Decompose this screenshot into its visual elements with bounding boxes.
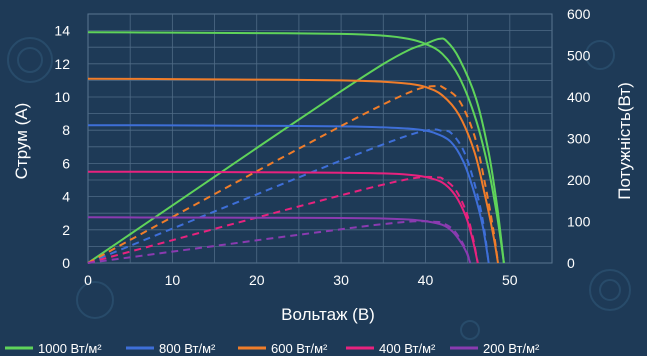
plot-border (87, 13, 553, 264)
decor-circle (7, 37, 53, 83)
power-line (87, 37, 505, 264)
y-axis-left-title: Струм (А) (12, 103, 31, 180)
legend-label: 400 Вт/м² (379, 341, 436, 356)
y-right-tick-label: 600 (567, 6, 591, 22)
x-tick-label: 30 (333, 272, 349, 288)
current-line (87, 216, 472, 264)
legend-label: 600 Вт/м² (271, 341, 328, 356)
legend-label: 1000 Вт/м² (38, 341, 102, 356)
decor-circle (460, 320, 480, 340)
background-decoration (7, 37, 631, 340)
current-line (87, 31, 505, 264)
power-line (87, 175, 479, 264)
power-line (87, 128, 490, 264)
legend-label: 200 Вт/м² (483, 341, 540, 356)
decor-circle (599, 279, 621, 301)
current-line (87, 170, 479, 264)
x-tick-label: 20 (249, 272, 265, 288)
x-axis-title: Вольтаж (В) (281, 305, 375, 324)
y-right-tick-label: 400 (567, 89, 591, 105)
y-left-tick-label: 8 (62, 122, 70, 138)
y-left-tick-label: 4 (62, 189, 70, 205)
y-left-tick-label: 2 (62, 222, 70, 238)
y-left-tick-label: 6 (62, 155, 70, 171)
decor-circle (585, 40, 615, 70)
x-tick-label: 0 (84, 272, 92, 288)
y-right-tick-label: 100 (567, 214, 591, 230)
power-line (87, 220, 472, 264)
y-right-tick-label: 0 (567, 255, 575, 271)
y-right-tick-label: 300 (567, 131, 591, 147)
y-left-tick-label: 12 (54, 56, 70, 72)
decor-circle (76, 281, 114, 319)
tick-labels: 0 10 20 30 40 5002468101214010020030040050060… (54, 6, 590, 288)
y-right-tick-label: 500 (567, 48, 591, 64)
y-left-tick-label: 14 (54, 23, 70, 39)
legend: 1000 Вт/м² 800 Вт/м² 600 Вт/м² 400 Вт/м² 200… (5, 341, 540, 356)
y-right-tick-label: 200 (567, 172, 591, 188)
plot-lines (87, 31, 505, 264)
current-line (87, 77, 499, 264)
x-tick-label: 10 (165, 272, 181, 288)
x-tick-label: 40 (418, 272, 434, 288)
y-left-tick-label: 0 (62, 255, 70, 271)
legend-label: 800 Вт/м² (159, 341, 216, 356)
current-line (87, 124, 490, 264)
x-tick-label: 50 (502, 272, 518, 288)
decor-circle (17, 47, 43, 73)
y-left-tick-label: 10 (54, 89, 70, 105)
power-line (87, 84, 499, 264)
y-axis-right-title: Потужність(Вт) (615, 82, 634, 200)
decor-circle (589, 269, 631, 311)
